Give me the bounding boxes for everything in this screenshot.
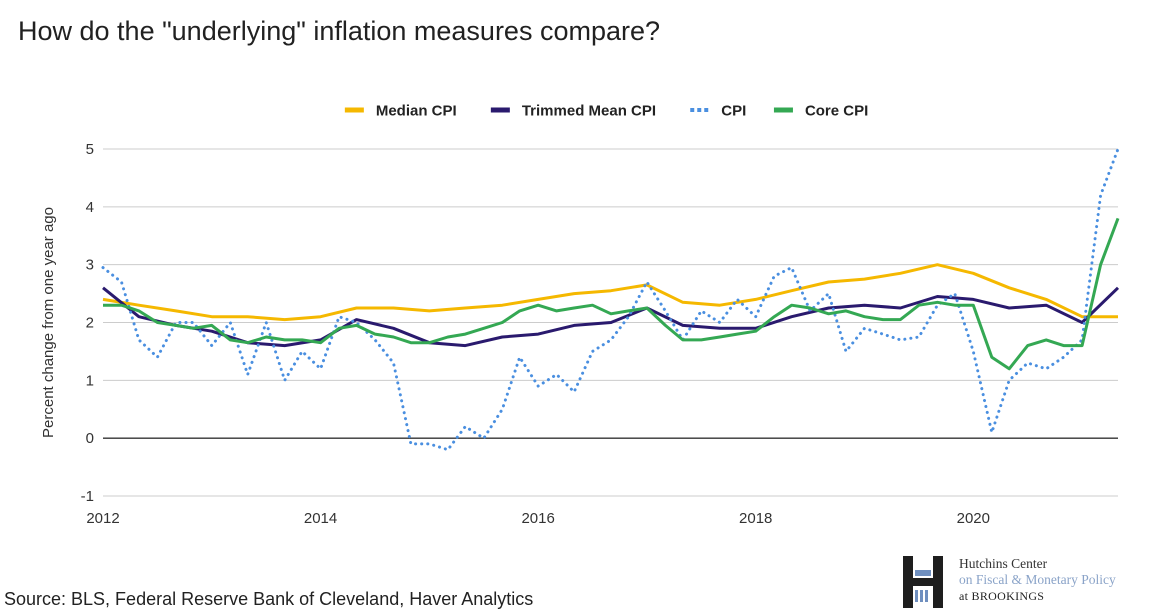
series-line-median-cpi [102,263,1118,322]
page-title: How do the "underlying" inflation measur… [18,16,661,46]
hutchins-center-logo: Hutchins Center on Fiscal & Monetary Pol… [903,556,1153,611]
y-tick-label: 2 [86,315,94,332]
x-tick-label: 2020 [957,510,990,527]
series-line-core-cpi [103,217,1120,371]
y-tick-label: 0 [86,430,94,447]
y-axis-label: Percent change from one year ago [40,207,57,438]
x-tick-label: 2014 [304,510,337,527]
y-tick-label: 4 [86,199,94,216]
y-tick-label: 1 [86,372,94,389]
y-tick-label: 5 [86,141,94,158]
logo-line-3: at BROOKINGS [959,589,1045,603]
legend-label: Median CPI [376,103,457,120]
x-tick-label: 2018 [739,510,772,527]
source-note: Source: BLS, Federal Reserve Bank of Cle… [4,589,534,609]
y-tick-label: -1 [81,488,94,505]
logo-line-1: Hutchins Center [959,556,1048,571]
legend-label: CPI [721,103,746,120]
legend-label: Trimmed Mean CPI [522,103,656,120]
x-tick-label: 2012 [86,510,119,527]
series-line-trimmed-mean-cpi [102,286,1120,348]
y-tick-label: 3 [86,257,94,274]
x-tick-label: 2016 [521,510,554,527]
hutchins-logo-mark-icon [903,556,943,608]
logo-line-2: on Fiscal & Monetary Policy [959,572,1116,587]
legend-label: Core CPI [805,103,868,120]
